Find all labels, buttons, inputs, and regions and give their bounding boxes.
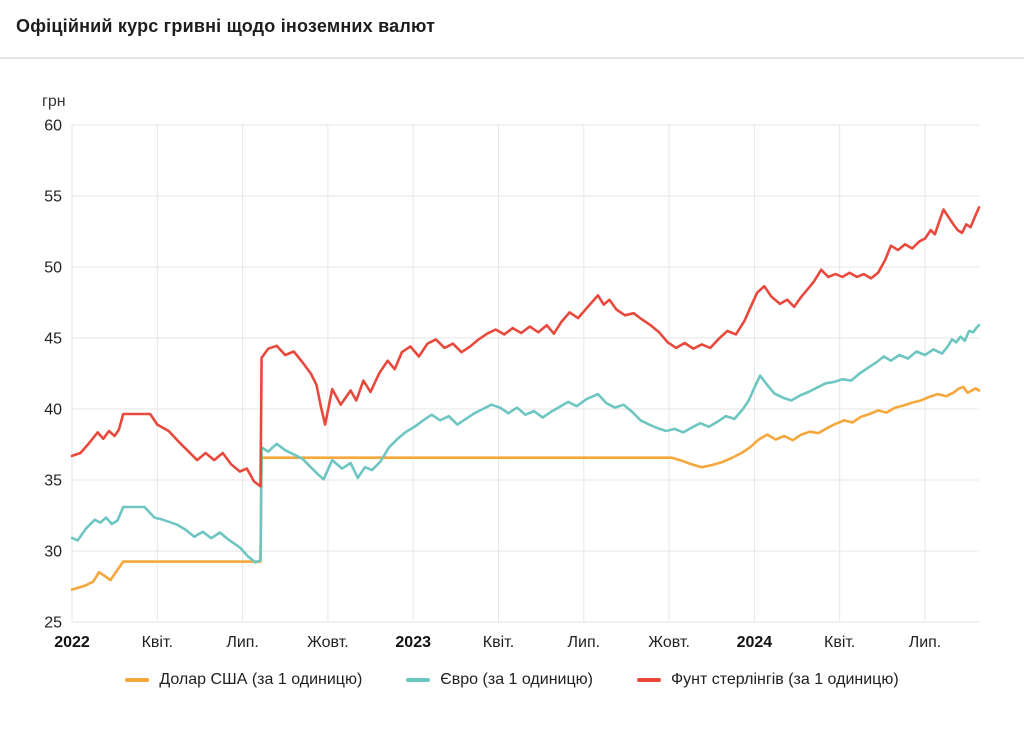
x-tick-label: Лип.	[568, 634, 601, 651]
legend-item-eur[interactable]: Євро (за 1 одиницю)	[406, 671, 593, 689]
exchange-rate-line-chart: 25 30 35 40 45 50 55 60 2022 Квіт. Лип. Жовт. 2023 Кв…	[42, 93, 981, 651]
x-tick-label: Лип.	[909, 634, 942, 651]
gbp-line	[70, 206, 981, 488]
x-tick-label: Лип.	[226, 634, 259, 651]
y-axis-unit-label: грн	[42, 93, 66, 110]
y-tick-label: 50	[44, 260, 62, 277]
legend-item-gbp[interactable]: Фунт стерлінгів (за 1 одиницю)	[636, 671, 899, 689]
page-title: Офіційний курс гривні щодо іноземних вал…	[16, 16, 436, 36]
y-tick-label: 25	[44, 615, 62, 632]
x-tick-label: Квіт.	[824, 634, 855, 651]
y-tick-label: 45	[44, 331, 62, 348]
eur-line	[70, 323, 981, 564]
y-tick-label: 30	[44, 544, 62, 561]
x-tick-label: Квіт.	[142, 634, 173, 651]
gbp-line-swatch-icon	[636, 678, 661, 682]
y-tick-label: 60	[44, 118, 62, 135]
legend-label-eur: Євро (за 1 одиницю)	[440, 671, 593, 688]
usd-line	[70, 385, 981, 591]
y-tick-label: 35	[44, 473, 62, 490]
usd-line-swatch-icon	[125, 678, 150, 682]
y-tick-label: 55	[44, 189, 62, 206]
chart-legend: Долар США (за 1 одиницю) Євро (за 1 один…	[0, 671, 1024, 689]
legend-label-usd: Долар США (за 1 одиницю)	[159, 671, 363, 688]
header-divider	[0, 57, 1024, 59]
x-tick-label: 2023	[395, 634, 431, 651]
chart-header: Офіційний курс гривні щодо іноземних вал…	[0, 0, 1024, 57]
y-tick-label: 40	[44, 402, 62, 419]
legend-label-gbp: Фунт стерлінгів (за 1 одиницю)	[670, 671, 899, 688]
chart-area: 25 30 35 40 45 50 55 60 2022 Квіт. Лип. Жовт. 2023 Кв…	[0, 59, 1024, 749]
x-tick-label: Жовт.	[307, 634, 349, 651]
legend-item-usd[interactable]: Долар США (за 1 одиницю)	[125, 671, 362, 689]
x-tick-label: Квіт.	[483, 634, 514, 651]
x-tick-label: Жовт.	[648, 634, 690, 651]
x-tick-label: 2022	[54, 634, 90, 651]
eur-line-swatch-icon	[406, 678, 431, 682]
x-tick-label: 2024	[737, 634, 773, 651]
